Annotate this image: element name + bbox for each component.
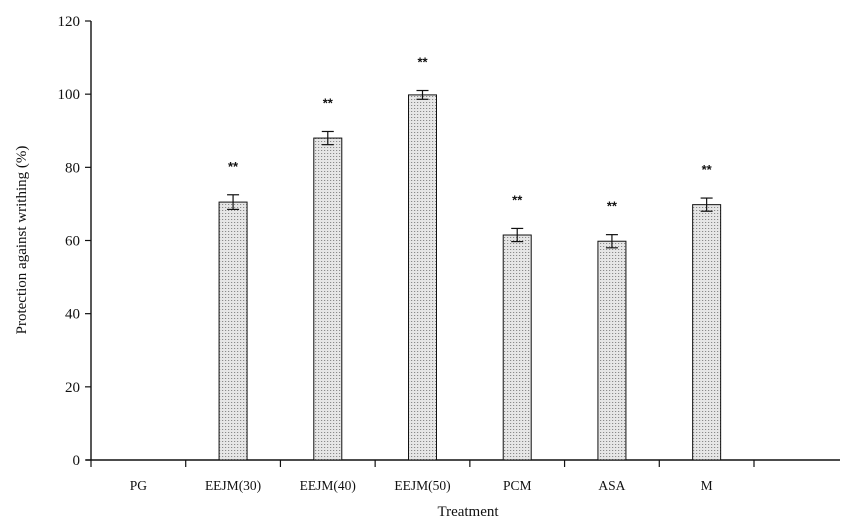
significance-mark: ** <box>512 192 523 207</box>
y-tick-label: 120 <box>58 14 81 30</box>
x-axis-title: Treatment <box>437 504 499 518</box>
x-tick-label: PG <box>130 478 148 493</box>
significance-mark: ** <box>228 159 239 174</box>
axes: 0 20 40 60 80 100 120 PG EEJM(30) EEJM(40) EEJM(50… <box>58 14 840 493</box>
bars: ** ** ** ** ** ** <box>218 55 722 461</box>
y-tick-label: 0 <box>73 453 81 469</box>
y-tick-label: 100 <box>58 87 81 103</box>
significance-mark: ** <box>607 199 618 214</box>
y-tick-label: 80 <box>65 160 80 176</box>
labels: Protection against writhing (%) Treatmen… <box>14 146 499 518</box>
bar <box>597 240 627 461</box>
y-axis-title: Protection against writhing (%) <box>14 146 30 335</box>
y-tick-label: 60 <box>65 234 80 250</box>
x-tick-label: ASA <box>598 478 625 493</box>
y-tick-label: 40 <box>65 307 80 323</box>
x-tick-label: EEJM(40) <box>300 478 356 493</box>
y-tick-label: 20 <box>65 380 80 396</box>
bar <box>502 234 532 461</box>
significance-mark: ** <box>323 95 334 110</box>
bar <box>313 137 343 461</box>
x-tick-label: EEJM(50) <box>394 478 450 493</box>
significance-mark: ** <box>417 55 428 70</box>
x-tick-label: PCM <box>503 478 532 493</box>
x-tick-label: M <box>701 478 713 493</box>
x-tick-label: EEJM(30) <box>205 478 261 493</box>
bar <box>218 201 248 461</box>
significance-mark: ** <box>702 162 713 177</box>
bar <box>692 204 722 461</box>
bar <box>408 94 437 461</box>
